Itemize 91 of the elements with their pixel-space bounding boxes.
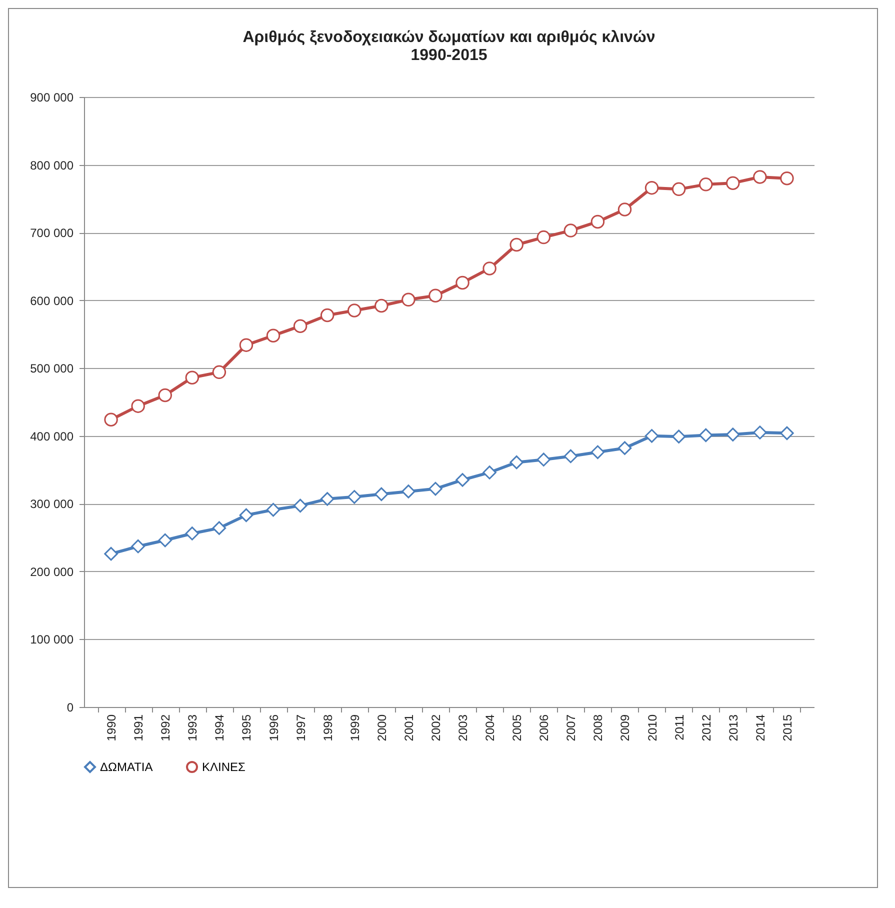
- point: [239, 338, 254, 352]
- x-tick-label: 1995: [240, 714, 254, 742]
- point: [212, 365, 226, 380]
- y-tick-label: 500 000: [30, 362, 74, 376]
- point: [510, 238, 524, 252]
- point: [266, 328, 280, 342]
- legend-label: ΚΛΙΝΕΣ: [202, 760, 246, 774]
- x-tick-label: 2014: [753, 714, 768, 742]
- y-tick-label: 600 000: [30, 294, 74, 308]
- y-tick-label: 300 000: [30, 497, 74, 512]
- x-tick-label: 2015: [780, 714, 794, 742]
- point: [239, 508, 254, 522]
- x-tick-label: 2000: [374, 714, 389, 742]
- point: [644, 429, 659, 443]
- y-tick-label: 900 000: [30, 90, 74, 104]
- point: [266, 502, 280, 517]
- point: [293, 498, 308, 513]
- x-tick-label: 2006: [537, 714, 552, 742]
- point: [347, 304, 362, 318]
- point: [293, 319, 308, 333]
- x-tick-label: 2010: [645, 714, 660, 742]
- x-tick-label: 2002: [428, 714, 443, 742]
- point: [482, 466, 496, 480]
- x-tick-label: 1993: [186, 714, 200, 742]
- point: [618, 441, 632, 455]
- point: [374, 298, 388, 313]
- x-tick-label: 2001: [402, 714, 416, 742]
- x-tick-label: 2012: [699, 714, 714, 742]
- point: [212, 521, 226, 535]
- point: [158, 388, 172, 402]
- point: [726, 428, 740, 442]
- y-tick-label: 700 000: [30, 226, 74, 240]
- x-tick-label: 2013: [726, 714, 740, 742]
- point: [590, 214, 605, 229]
- point: [482, 262, 496, 276]
- point: [564, 449, 578, 464]
- point: [131, 399, 145, 413]
- y-tick-label: 0: [66, 700, 74, 714]
- x-tick-label: 1999: [348, 714, 362, 742]
- point: [644, 180, 659, 195]
- point: [456, 276, 470, 290]
- point: [131, 539, 145, 554]
- point: [698, 178, 713, 192]
- point: [510, 455, 524, 470]
- point: [428, 288, 442, 302]
- point: [104, 546, 118, 561]
- x-tick-label: 2009: [618, 714, 632, 742]
- point: [536, 230, 551, 244]
- point: [618, 202, 632, 216]
- x-tick-label: 2003: [456, 714, 470, 742]
- point: [185, 526, 200, 540]
- point: [402, 292, 416, 307]
- x-tick-label: 1991: [132, 714, 146, 742]
- legend-label: ΔΩΜΑΤΙΑ: [100, 760, 153, 774]
- point: [536, 452, 551, 466]
- point: [347, 490, 362, 504]
- x-tick-label: 2008: [591, 714, 606, 742]
- point: [374, 487, 388, 502]
- x-tick-label: 1994: [212, 714, 227, 742]
- point: [672, 182, 686, 196]
- x-tick-label: 1997: [294, 714, 308, 742]
- chart-title: Αριθμός ξενοδοχειακών δωματίων και αριθμός κλινών 1990-2015: [242, 29, 656, 64]
- point: [726, 176, 740, 190]
- point: [672, 430, 686, 444]
- x-tick-label: 1990: [104, 714, 119, 742]
- point: [564, 224, 578, 238]
- point: [158, 533, 172, 548]
- point: [185, 370, 200, 384]
- point: [753, 170, 767, 184]
- y-tick-label: 200 000: [30, 564, 74, 579]
- point: [320, 308, 334, 322]
- point: [428, 482, 442, 496]
- y-tick-label: 100 000: [30, 632, 74, 647]
- point: [104, 412, 118, 426]
- point: [698, 428, 713, 442]
- x-tick-label: 1992: [158, 714, 173, 742]
- x-tick-label: 2005: [510, 714, 524, 742]
- x-tick-label: 2007: [564, 714, 578, 742]
- x-tick-label: 2011: [672, 714, 686, 740]
- x-tick-label: 2004: [483, 714, 498, 742]
- point: [780, 171, 794, 186]
- x-tick-label: 1998: [320, 714, 335, 742]
- point: [590, 445, 605, 460]
- point: [780, 426, 794, 440]
- x-tick-label: 1996: [266, 714, 281, 742]
- y-tick-label: 800 000: [30, 158, 74, 172]
- point: [456, 473, 470, 487]
- y-tick-label: 400 000: [30, 429, 74, 444]
- point: [753, 426, 767, 440]
- point: [402, 484, 416, 498]
- point: [320, 492, 334, 506]
